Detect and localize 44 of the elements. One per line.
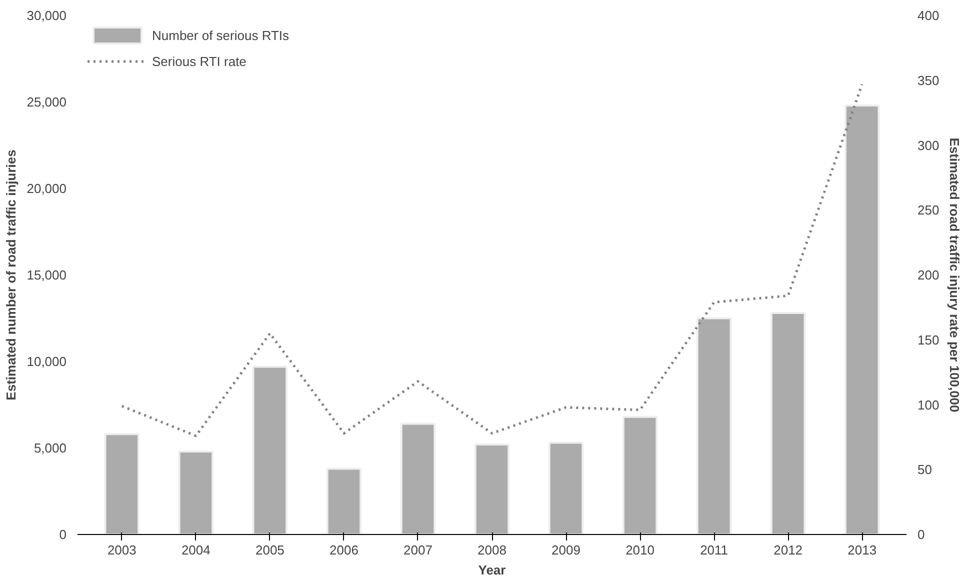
y-tick-label: 25,000 xyxy=(26,94,67,110)
bar xyxy=(400,422,436,534)
bar xyxy=(252,366,288,534)
x-tick-label: 2005 xyxy=(255,542,284,558)
y2-tick-label: 300 xyxy=(918,138,940,153)
y2-tick-label: 350 xyxy=(918,72,940,88)
y2-axis-title: Estimated road traffic injury rate per 100,000 xyxy=(947,138,962,412)
x-tick-label: 2012 xyxy=(774,542,803,558)
y2-tick-label: 200 xyxy=(918,268,940,282)
bar xyxy=(844,104,880,534)
y2-tick-label: 250 xyxy=(918,202,940,218)
y-tick-label: 10,000 xyxy=(26,354,67,369)
bar xyxy=(178,450,214,534)
x-tick-label: 2010 xyxy=(626,542,654,558)
y2-tick-label: 150 xyxy=(918,332,940,348)
bar xyxy=(104,433,140,534)
y2-tick-label: 50 xyxy=(918,462,932,478)
x-tick-label: 2009 xyxy=(552,542,580,558)
x-tick-label: 2011 xyxy=(700,542,728,558)
y-tick-label: 5,000 xyxy=(34,440,67,456)
y2-tick-label: 400 xyxy=(918,8,940,23)
y2-tick-label: 0 xyxy=(918,527,925,542)
bar xyxy=(696,317,732,534)
bar xyxy=(474,444,510,534)
x-tick-label: 2008 xyxy=(478,542,506,558)
legend-label: Serious RTI rate xyxy=(152,54,246,68)
legend-label: Number of serious RTIs xyxy=(152,28,290,42)
x-axis-title: Year xyxy=(478,562,506,578)
line-series xyxy=(120,83,864,438)
y-tick-label: 15,000 xyxy=(26,268,67,282)
bar xyxy=(326,468,362,534)
y-tick-label: 20,000 xyxy=(26,181,67,196)
x-tick-label: 2007 xyxy=(404,542,432,558)
bar xyxy=(770,312,806,534)
x-tick-label: 2003 xyxy=(107,542,136,558)
x-tick-label: 2006 xyxy=(330,542,358,558)
bar xyxy=(622,416,658,534)
y2-tick-label: 100 xyxy=(918,397,940,412)
y-tick-label: 30,000 xyxy=(26,8,67,23)
bar xyxy=(548,442,584,534)
y-axis-title: Estimated number of road traffic injuries xyxy=(4,150,19,400)
x-tick-label: 2013 xyxy=(848,542,877,558)
y-tick-label: 0 xyxy=(59,527,67,542)
x-tick-label: 2004 xyxy=(181,542,210,558)
